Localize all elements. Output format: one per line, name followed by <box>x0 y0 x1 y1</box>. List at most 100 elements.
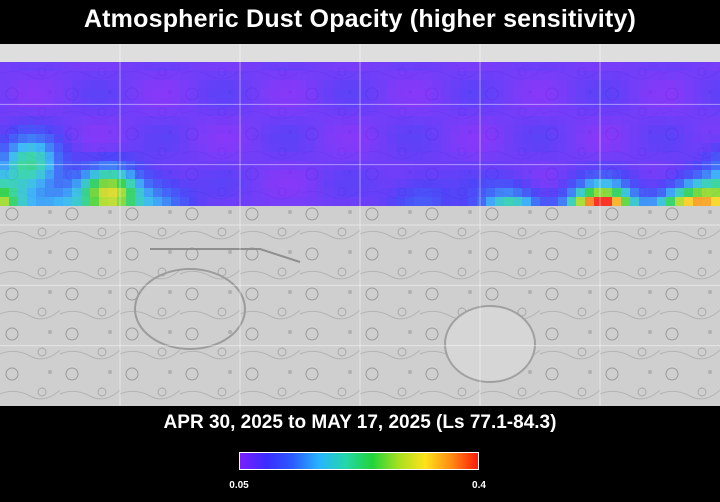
dust-cell <box>81 197 90 206</box>
dust-cell <box>612 62 621 71</box>
dust-cell <box>36 116 45 125</box>
dust-cell <box>243 62 252 71</box>
dust-cell <box>207 107 216 116</box>
dust-cell <box>351 170 360 179</box>
dust-cell <box>441 71 450 80</box>
dust-cell <box>27 107 36 116</box>
dust-cell <box>0 89 9 98</box>
dust-cell <box>162 116 171 125</box>
dust-cell <box>270 89 279 98</box>
dust-cell <box>288 80 297 89</box>
dust-cell <box>522 116 531 125</box>
dust-cell <box>9 80 18 89</box>
dust-cell <box>558 125 567 134</box>
dust-cell <box>666 161 675 170</box>
dust-cell <box>18 80 27 89</box>
dust-cell <box>360 125 369 134</box>
dust-cell <box>279 62 288 71</box>
dust-cell <box>666 71 675 80</box>
dust-cell <box>441 152 450 161</box>
dust-cell <box>297 89 306 98</box>
dust-cell <box>18 143 27 152</box>
dust-cell <box>198 62 207 71</box>
dust-cell <box>162 107 171 116</box>
dust-cell <box>333 89 342 98</box>
dust-cell <box>306 170 315 179</box>
dust-cell <box>252 89 261 98</box>
dust-cell <box>585 62 594 71</box>
dust-cell <box>693 188 702 197</box>
dust-cell <box>315 134 324 143</box>
dust-cell <box>396 125 405 134</box>
dust-cell <box>468 62 477 71</box>
dust-cell <box>540 71 549 80</box>
dust-cell <box>279 197 288 206</box>
dust-cell <box>198 188 207 197</box>
dust-cell <box>315 125 324 134</box>
dust-cell <box>630 98 639 107</box>
dust-cell <box>702 179 711 188</box>
dust-cell <box>414 98 423 107</box>
dust-cell <box>324 170 333 179</box>
dust-cell <box>234 170 243 179</box>
dust-cell <box>144 134 153 143</box>
dust-cell <box>333 98 342 107</box>
dust-cell <box>144 143 153 152</box>
dust-cell <box>117 188 126 197</box>
dust-cell <box>657 143 666 152</box>
dust-cell <box>504 197 513 206</box>
dust-cell <box>72 197 81 206</box>
dust-cell <box>252 170 261 179</box>
dust-cell <box>468 89 477 98</box>
dust-cell <box>495 170 504 179</box>
dust-cell <box>18 98 27 107</box>
dust-cell <box>180 134 189 143</box>
dust-cell <box>234 62 243 71</box>
dust-cell <box>378 134 387 143</box>
dust-cell <box>396 62 405 71</box>
map-title: Atmospheric Dust Opacity (higher sensiti… <box>83 5 637 33</box>
dust-cell <box>441 125 450 134</box>
dust-cell <box>369 134 378 143</box>
dust-cell <box>99 143 108 152</box>
dust-cell <box>567 152 576 161</box>
dust-cell <box>306 152 315 161</box>
dust-cell <box>459 62 468 71</box>
dust-cell <box>486 161 495 170</box>
dust-cell <box>423 134 432 143</box>
dust-cell <box>504 188 513 197</box>
dust-cell <box>108 134 117 143</box>
dust-cell <box>135 71 144 80</box>
dust-cell <box>207 89 216 98</box>
dust-cell <box>558 71 567 80</box>
dust-cell <box>162 161 171 170</box>
dust-cell <box>594 143 603 152</box>
dust-cell <box>54 170 63 179</box>
dust-cell <box>540 125 549 134</box>
dust-cell <box>234 89 243 98</box>
dust-cell <box>711 161 720 170</box>
dust-cell <box>585 98 594 107</box>
dust-cell <box>27 197 36 206</box>
dust-cell <box>0 98 9 107</box>
dust-cell <box>117 170 126 179</box>
dust-cell <box>693 197 702 206</box>
dust-cell <box>369 62 378 71</box>
dust-cell <box>99 107 108 116</box>
dust-cell <box>468 116 477 125</box>
dust-cell <box>450 116 459 125</box>
dust-cell <box>117 62 126 71</box>
dust-cell <box>405 89 414 98</box>
dust-cell <box>180 152 189 161</box>
dust-cell <box>36 107 45 116</box>
dust-cell <box>405 197 414 206</box>
dust-cell <box>558 62 567 71</box>
dust-cell <box>351 152 360 161</box>
dust-cell <box>144 80 153 89</box>
dust-cell <box>81 62 90 71</box>
dust-cell <box>54 197 63 206</box>
dust-cell <box>90 71 99 80</box>
dust-cell <box>675 116 684 125</box>
dust-cell <box>198 80 207 89</box>
dust-cell <box>540 197 549 206</box>
